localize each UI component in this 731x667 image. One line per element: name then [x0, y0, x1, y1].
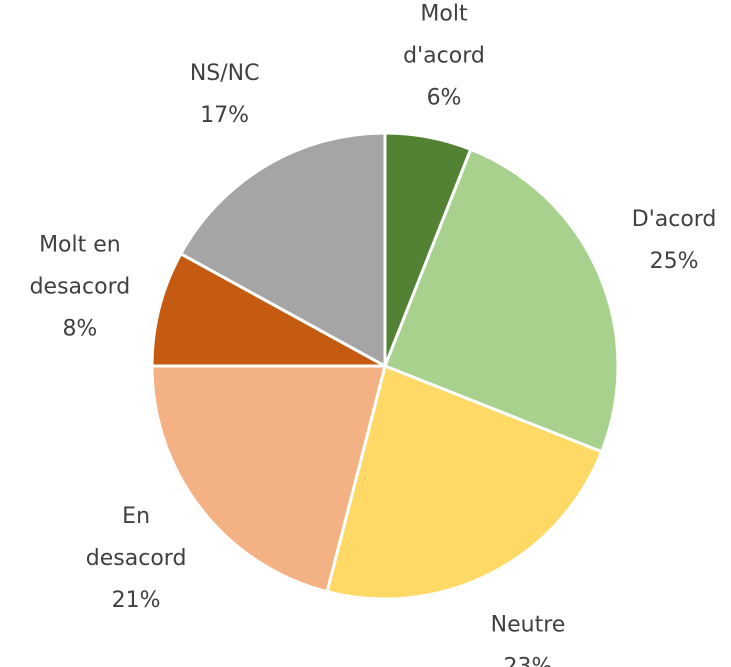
slice-value-label: 21%: [112, 588, 161, 613]
slice-category-label: En desacord: [86, 504, 187, 571]
label-line: Neutre: [491, 613, 566, 638]
label-line: d'acord: [403, 44, 485, 69]
pie-slice: [178, 131, 387, 369]
slice-value-label: 6%: [427, 86, 462, 111]
pie-slice: [325, 363, 604, 601]
label-line: Molt en: [39, 233, 121, 258]
slice-category-label: D'acord: [632, 207, 717, 232]
pie-slice: [150, 251, 386, 368]
slice-value-label: 17%: [200, 103, 249, 128]
slice-category-label: NS/NC: [190, 61, 260, 86]
label-line: Molt: [420, 2, 468, 27]
slice-value-label: 23%: [504, 655, 553, 667]
pie-slice: [150, 364, 387, 594]
label-line: desacord: [86, 546, 187, 571]
slice-category-label: Molt d'acord: [403, 2, 485, 69]
pie-slice: [383, 147, 620, 454]
label-line: D'acord: [632, 207, 717, 232]
slice-value-label: 25%: [650, 249, 699, 274]
label-line: NS/NC: [190, 61, 260, 86]
label-line: desacord: [30, 275, 131, 300]
slice-category-label: Molt en desacord: [30, 233, 131, 300]
label-line: En: [122, 504, 150, 529]
slice-category-label: Neutre: [491, 613, 566, 638]
slice-value-label: 8%: [62, 317, 97, 342]
